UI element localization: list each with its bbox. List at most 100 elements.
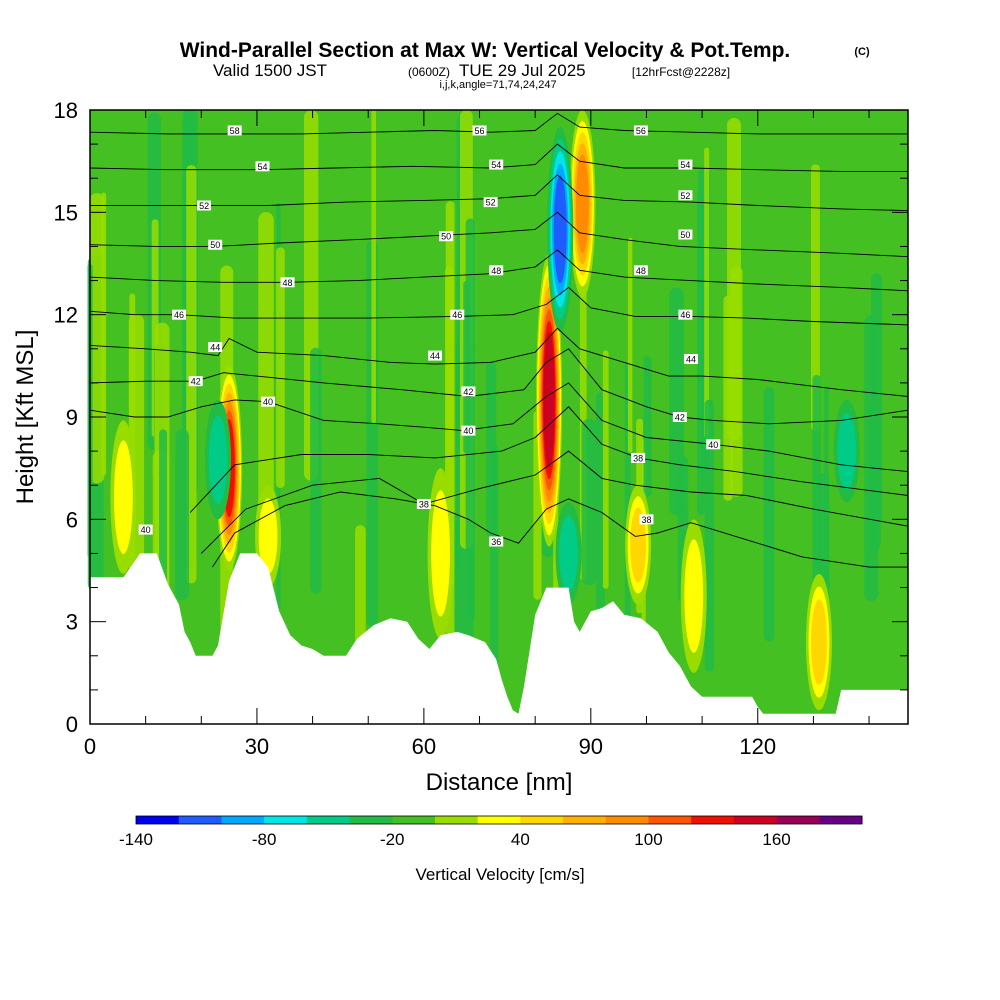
velocity-streak xyxy=(595,392,605,667)
downdraft-core xyxy=(553,175,567,284)
contour-label-box xyxy=(639,514,654,525)
velocity-streak xyxy=(810,164,820,432)
contour-label: 46 xyxy=(678,309,693,320)
colorbar-tick-label: -140 xyxy=(119,830,153,849)
contour-label-text: 42 xyxy=(191,377,201,387)
contour-label: 48 xyxy=(633,265,648,276)
velocity-streak xyxy=(643,355,652,497)
contour-label-box xyxy=(683,354,698,365)
contour-label: 44 xyxy=(683,354,698,365)
valid-time-jst: Valid 1500 JST xyxy=(213,61,327,80)
contour-label-text: 52 xyxy=(486,198,496,208)
colorbar-swatch xyxy=(264,816,308,824)
contour-label-box xyxy=(461,386,476,397)
contour-label-box xyxy=(489,536,504,547)
contour-label-text: 42 xyxy=(675,413,685,423)
contour-label-text: 50 xyxy=(210,240,220,250)
theta-contour-56 xyxy=(89,112,908,135)
forecast-info: [12hrFcst@2228z] xyxy=(632,65,730,79)
velocity-streak xyxy=(704,147,710,438)
contour-label-box xyxy=(255,161,270,172)
contour-label: 54 xyxy=(255,161,270,172)
contour-label: 50 xyxy=(208,239,223,250)
velocity-streak xyxy=(175,429,190,601)
x-axis-label: Distance [nm] xyxy=(426,769,573,796)
velocity-streak xyxy=(371,110,377,424)
colorbar-swatch xyxy=(648,816,692,824)
x-tick-label: 0 xyxy=(84,734,96,759)
updraft-core xyxy=(684,539,704,653)
contour-label-box xyxy=(280,277,295,288)
valid-date: TUE 29 Jul 2025 xyxy=(459,61,586,80)
theta-contour-50 xyxy=(89,211,909,258)
colorbar-swatch xyxy=(178,816,222,824)
contour-label: 56 xyxy=(472,125,487,136)
y-tick-label: 18 xyxy=(54,98,78,123)
copyright-mark: (C) xyxy=(854,46,870,58)
contour-label-box xyxy=(706,439,721,450)
contour-label-text: 50 xyxy=(441,232,451,242)
y-axis-label: Height [Kft MSL] xyxy=(12,330,39,505)
contour-label: 40 xyxy=(706,439,721,450)
contour-label-box xyxy=(672,412,687,422)
contour-label-text: 44 xyxy=(686,355,696,365)
updraft-core xyxy=(630,507,646,583)
contour-label-box xyxy=(678,309,693,320)
velocity-streak xyxy=(581,418,597,586)
contour-label-text: 56 xyxy=(636,126,646,136)
contour-label-box xyxy=(461,425,476,436)
contour-label-text: 48 xyxy=(491,266,501,276)
contour-label-box xyxy=(489,265,504,276)
chart-title: Wind-Parallel Section at Max W: Vertical… xyxy=(180,39,791,62)
contour-label-box xyxy=(489,159,504,170)
velocity-streak xyxy=(602,350,609,589)
contour-label: 38 xyxy=(639,514,654,525)
colorbar-tick-label: 40 xyxy=(511,830,530,849)
contour-label-box xyxy=(428,350,443,361)
velocity-streak xyxy=(730,266,743,497)
colorbar-swatch xyxy=(563,816,607,824)
updraft-core xyxy=(113,440,133,554)
contour-label-box xyxy=(138,524,153,535)
downdraft-core xyxy=(837,413,857,489)
contour-label-box xyxy=(678,229,693,240)
contour-label-text: 54 xyxy=(491,160,501,170)
velocity-streak xyxy=(812,374,821,596)
velocity-streak xyxy=(276,247,285,488)
y-tick-label: 12 xyxy=(54,303,78,328)
y-tick-label: 9 xyxy=(66,405,78,430)
velocity-streak xyxy=(627,237,633,453)
contour-label: 50 xyxy=(439,231,454,242)
contour-label-text: 40 xyxy=(708,440,718,450)
colorbar-swatch xyxy=(477,816,521,824)
downdraft-core xyxy=(559,515,578,592)
theta-contour-36 xyxy=(212,491,908,568)
contour-label-box xyxy=(172,309,187,320)
theta-contour-52 xyxy=(90,174,909,212)
contour-label: 44 xyxy=(428,350,443,361)
contour-label: 52 xyxy=(483,197,498,208)
contour-label-box xyxy=(261,396,276,407)
contour-label-text: 52 xyxy=(199,201,209,211)
colorbar-swatch xyxy=(434,816,479,824)
colorbar-swatch xyxy=(819,816,863,824)
contour-label: 38 xyxy=(416,498,431,509)
theta-contours xyxy=(89,112,909,568)
y-tick-label: 3 xyxy=(66,610,78,635)
contour-label-text: 46 xyxy=(174,310,184,320)
velocity-streak xyxy=(310,347,322,594)
contour-label-text: 40 xyxy=(263,397,273,407)
colorbar-tick-label: 160 xyxy=(762,830,790,849)
contour-label: 56 xyxy=(633,125,648,136)
valid-time-utc: (0600Z) xyxy=(408,65,450,79)
contour-label-box xyxy=(631,452,646,463)
theta-contour-46 xyxy=(89,286,909,326)
velocity-streak xyxy=(489,443,499,676)
colorbar-swatch xyxy=(392,816,436,824)
contour-label: 38 xyxy=(631,452,646,463)
plot-area: 58 56 56 54 54 54 52 52 52 50 50 50 48 48 48 46 46 46 44 44… xyxy=(87,109,909,725)
y-tick-label: 15 xyxy=(54,200,78,225)
contour-label: 40 xyxy=(461,425,476,436)
